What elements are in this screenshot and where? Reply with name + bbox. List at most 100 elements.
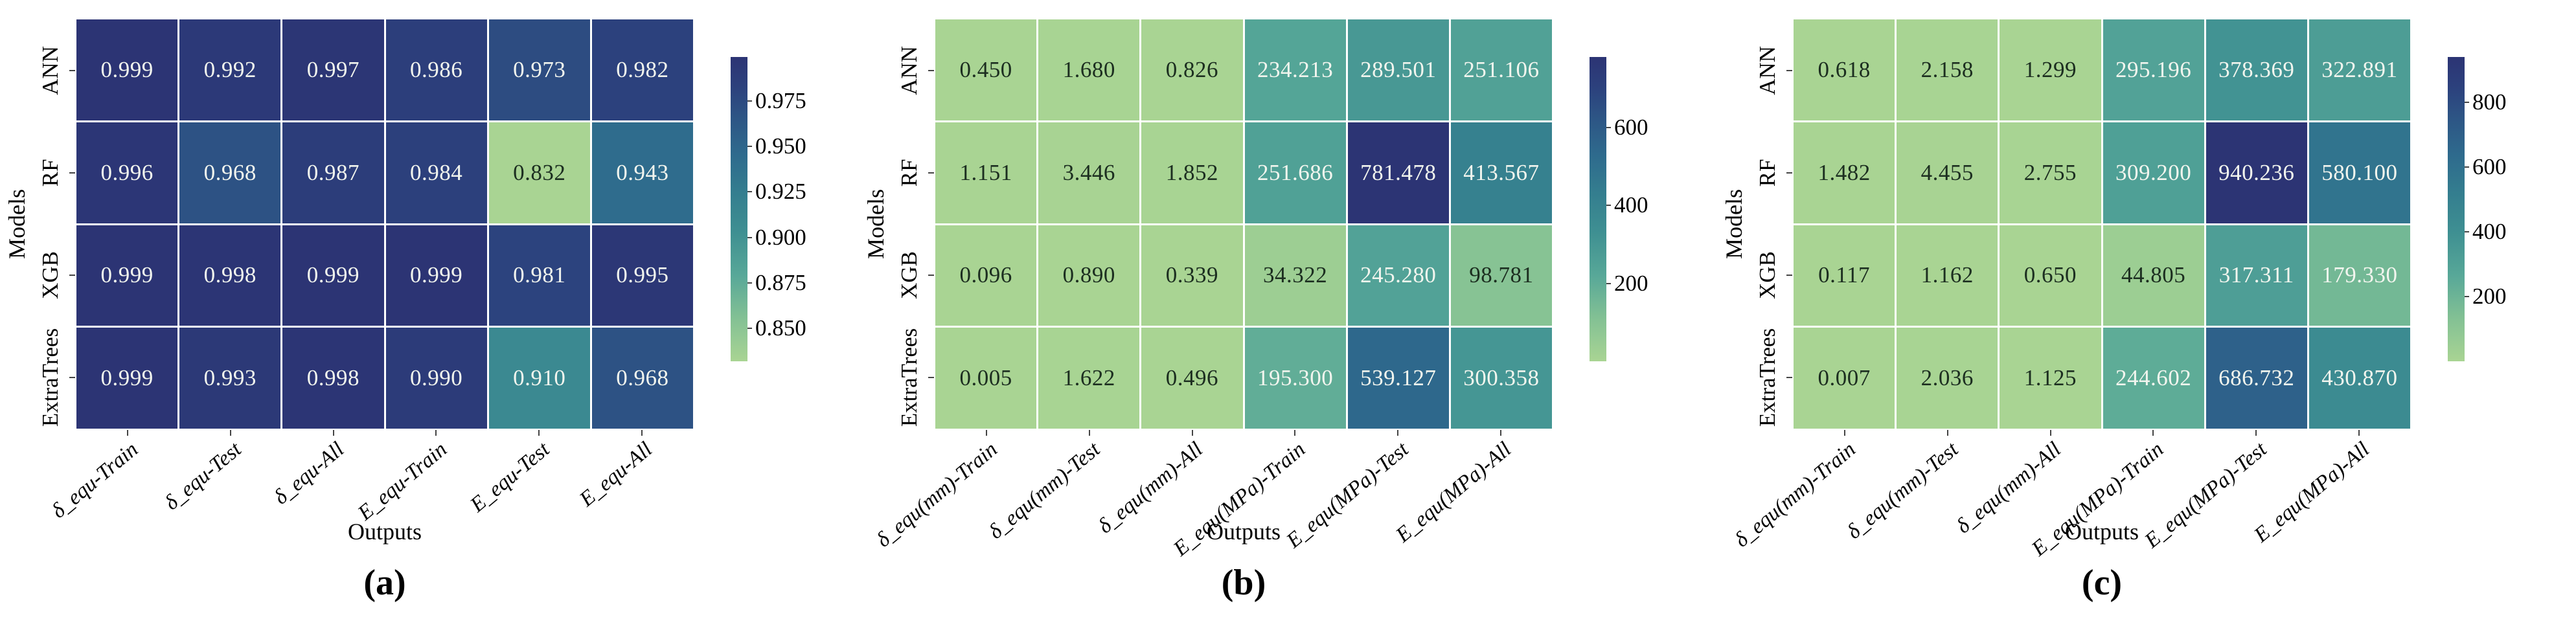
heatmap-cell: 0.496 [1141,328,1243,429]
x-tick-mark [2255,430,2257,436]
panel-caption: (b) [1221,563,1266,603]
heatmap-grid: 0.999 0.992 0.997 0.986 0.973 0.982 0.996 0.968… [76,19,693,429]
colorbar-tick-label: 400 [2472,219,2507,245]
heatmap-cell: 309.200 [2103,122,2204,223]
heatmap-cell: 580.100 [2308,122,2410,223]
heatmap-cell: 0.117 [1794,225,1895,326]
heatmap-cell: 0.987 [282,122,384,223]
heatmap-cell: 0.650 [2000,225,2101,326]
heatmap-cell: 0.973 [488,19,590,120]
colorbar [2448,57,2465,361]
heatmap-cell: 98.781 [1450,225,1552,326]
heatmap-cell: 289.501 [1347,19,1449,120]
x-tick-mark [1947,430,1948,436]
heatmap-cell: 234.213 [1244,19,1346,120]
colorbar-tick-label: 600 [2472,154,2507,180]
heatmap-cell: 0.982 [591,19,693,120]
x-tick-mark [1294,430,1296,436]
heatmap-cell: 0.999 [282,225,384,326]
heatmap-cell: 413.567 [1450,122,1552,223]
colorbar-tick-mark [747,236,752,238]
y-tick-mark [1786,377,1792,378]
heatmap-cell: 686.732 [2206,328,2307,429]
row-label: ANN [896,46,922,95]
heatmap-cell: 1.162 [1897,225,1998,326]
heatmap-cell: 0.999 [76,328,178,429]
col-label: δ_equ(mm)-Train [1729,438,1860,552]
y-tick-mark [928,172,934,174]
heatmap-cell: 2.158 [1897,19,1998,120]
y-tick-mark [928,275,934,276]
colorbar-tick-label: 0.975 [755,87,806,113]
heatmap-cell: 0.999 [76,225,178,326]
colorbar-tick-mark [747,282,752,284]
heatmap-cell: 44.805 [2103,225,2204,326]
x-tick-mark [435,430,437,436]
colorbar-tick-mark [1606,205,1611,207]
heatmap-cell: 2.036 [1897,328,1998,429]
heatmap-cell: 0.826 [1141,19,1243,120]
x-tick-mark [1499,430,1501,436]
heatmap-cell: 0.968 [179,122,281,223]
heatmap-cell: 0.005 [935,328,1037,429]
heatmap-panel-b: 0.450 1.680 0.826 234.213 289.501 251.106 1.15… [859,0,1718,619]
row-label: RF [38,159,63,187]
col-label: δ_equ(mm)-All [1093,438,1207,539]
heatmap-cell: 0.984 [385,122,487,223]
heatmap-cell: 251.106 [1450,19,1552,120]
x-tick-mark [1397,430,1398,436]
heatmap-cell: 195.300 [1244,328,1346,429]
x-tick-mark [1191,430,1193,436]
row-label: RF [1755,159,1780,187]
x-axis-label: Outputs [1206,519,1281,545]
heatmap-cell: 317.311 [2206,225,2307,326]
col-label: δ_equ-All [269,438,348,510]
colorbar-tick-mark [2465,296,2469,298]
heatmap-cell: 295.196 [2103,19,2204,120]
x-tick-mark [986,430,988,436]
heatmap-cell: 378.369 [2206,19,2307,120]
col-label: E_equ-Train [353,438,451,525]
heatmap-cell: 0.943 [591,122,693,223]
heatmap-cell: 300.358 [1450,328,1552,429]
panel-caption: (c) [2081,563,2123,603]
colorbar-tick-mark [2465,166,2469,168]
x-tick-mark [332,430,334,436]
row-label: XGB [38,251,63,299]
y-tick-mark [69,70,75,71]
colorbar-tick-mark [1606,127,1611,129]
heatmap-panel-a: 0.999 0.992 0.997 0.986 0.973 0.982 0.996 0.968… [0,0,859,619]
heatmap-cell: 1.299 [2000,19,2101,120]
colorbar-tick-mark [747,100,752,102]
col-label: E_equ-All [575,438,657,512]
y-tick-mark [69,275,75,276]
x-tick-mark [230,430,231,436]
y-axis-label: Models [863,189,889,259]
y-tick-mark [928,70,934,71]
heatmap-cell: 2.755 [2000,122,2101,223]
colorbar-tick-mark [747,191,752,193]
colorbar-tick-label: 600 [1614,115,1648,141]
x-tick-mark [127,430,129,436]
colorbar-tick-label: 0.950 [755,133,806,159]
heatmap-panel-c: 0.618 2.158 1.299 295.196 378.369 322.891 1.48… [1717,0,2576,619]
heatmap-cell: 322.891 [2308,19,2410,120]
y-tick-mark [1786,70,1792,71]
heatmap-cell: 0.890 [1038,225,1140,326]
col-label: δ_equ(mm)-Test [984,438,1105,544]
heatmap-grid: 0.618 2.158 1.299 295.196 378.369 322.891 1.48… [1794,19,2410,429]
heatmap-cell: 430.870 [2308,328,2410,429]
row-label: XGB [1755,251,1780,299]
colorbar [1590,57,1606,361]
col-label: δ_equ-Test [159,438,246,515]
heatmap-cell: 1.482 [1794,122,1895,223]
heatmap-cell: 1.151 [935,122,1037,223]
row-label: XGB [896,251,922,299]
heatmap-cell: 0.999 [385,225,487,326]
heatmap-cell: 0.986 [385,19,487,120]
col-label: δ_equ(mm)-All [1952,438,2066,539]
x-tick-mark [2358,430,2360,436]
colorbar-tick-label: 0.900 [755,224,806,250]
colorbar-tick-mark [1606,282,1611,284]
